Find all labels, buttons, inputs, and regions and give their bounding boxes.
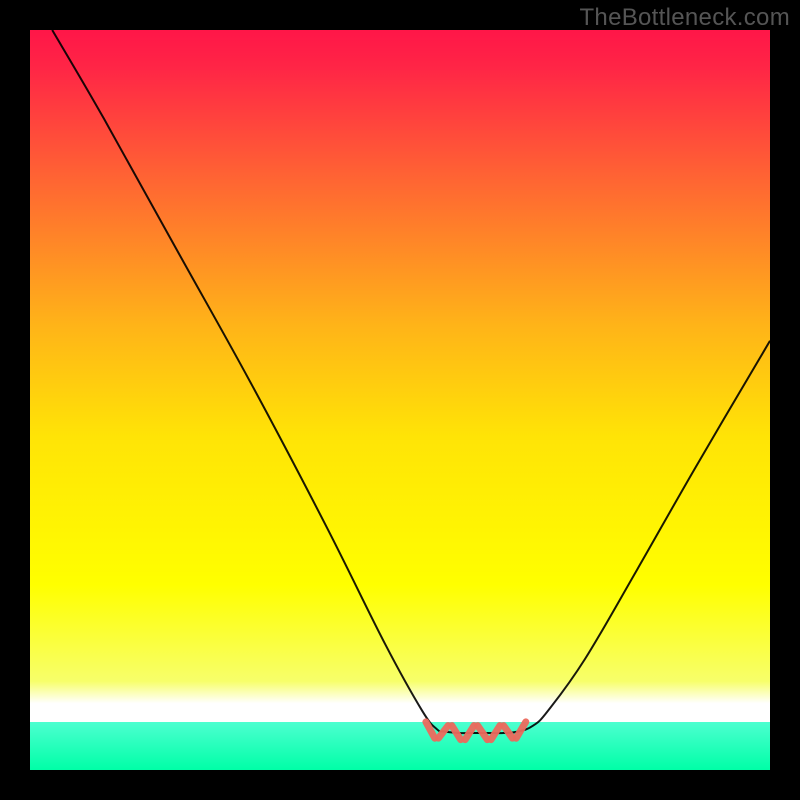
bottleneck-chart <box>0 0 800 800</box>
chart-background <box>30 30 770 770</box>
chart-frame: TheBottleneck.com <box>0 0 800 800</box>
watermark-text: TheBottleneck.com <box>579 4 790 32</box>
